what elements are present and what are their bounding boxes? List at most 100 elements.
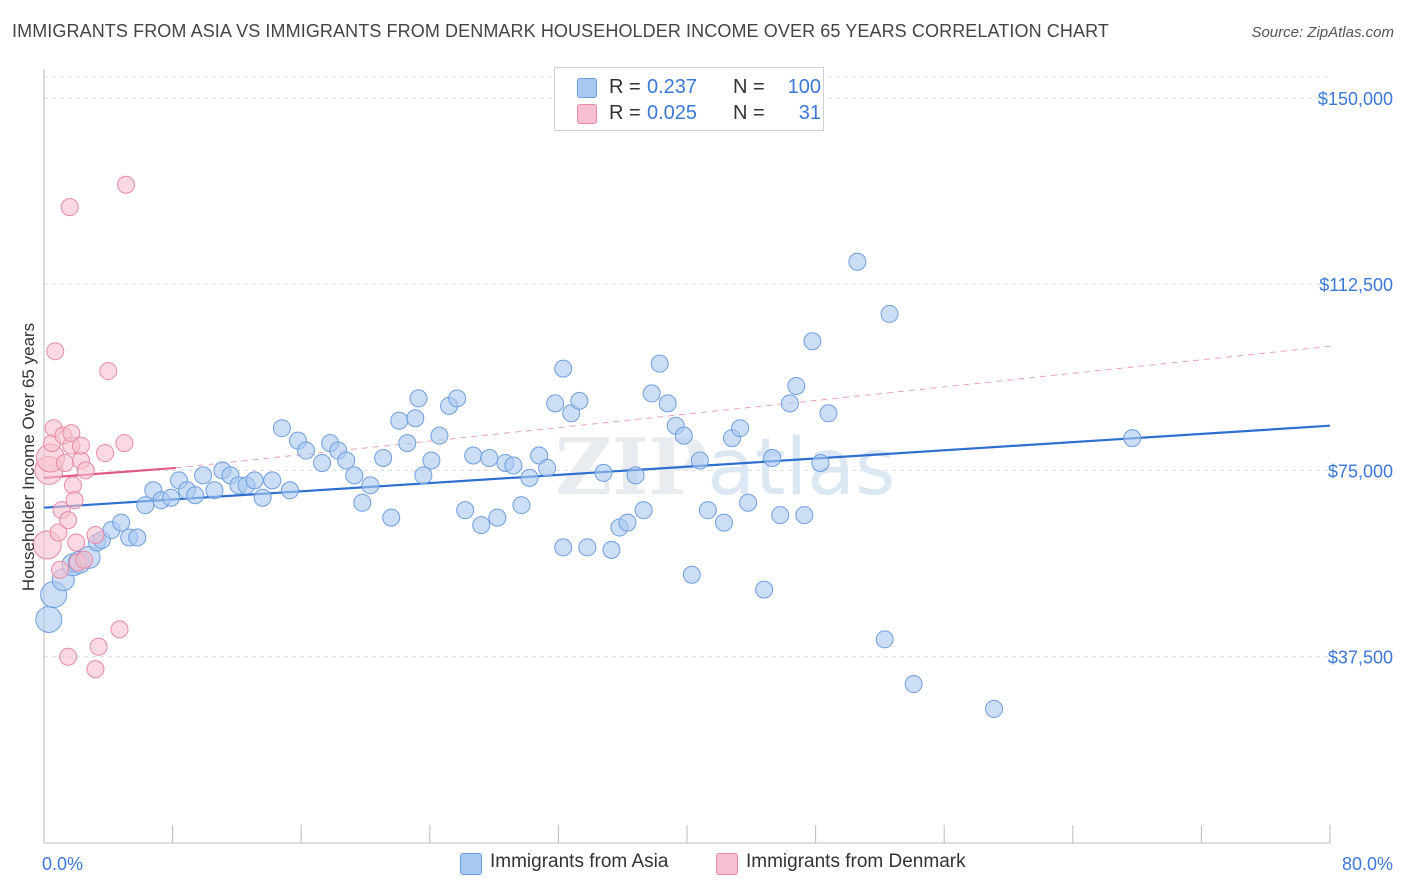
data-point [59, 511, 78, 530]
data-point [67, 533, 86, 552]
data-point [1123, 429, 1142, 448]
data-point [456, 501, 475, 520]
legend-r-value: 0.025 [647, 102, 698, 124]
data-point [819, 404, 838, 423]
data-point [554, 359, 573, 378]
data-point [112, 513, 131, 532]
data-point [136, 496, 155, 515]
y-tick-label: $150,000 [1318, 89, 1393, 109]
data-point [46, 342, 65, 361]
data-point [414, 466, 433, 485]
data-point [422, 451, 441, 470]
data-point [658, 394, 677, 413]
data-points [32, 175, 1142, 718]
data-point [763, 449, 782, 467]
legend-swatch-asia [577, 78, 597, 98]
data-point [89, 637, 108, 656]
data-point [337, 451, 356, 470]
data-point [59, 647, 78, 666]
chart-title: IMMIGRANTS FROM ASIA VS IMMIGRANTS FROM … [12, 21, 1109, 41]
data-point [626, 466, 645, 485]
data-point [272, 419, 291, 438]
data-point [520, 468, 539, 487]
y-tick-label: $75,000 [1328, 461, 1393, 481]
data-point [361, 476, 380, 495]
data-point [86, 526, 105, 544]
data-point [650, 354, 669, 373]
data-point [430, 426, 449, 445]
data-point [63, 476, 82, 495]
data-point [55, 453, 74, 472]
data-point [406, 409, 425, 428]
data-point [390, 411, 409, 430]
data-point [880, 304, 899, 323]
data-point [115, 434, 134, 453]
data-point [76, 461, 95, 480]
data-point [99, 362, 118, 381]
data-point [398, 434, 417, 453]
data-point [512, 496, 531, 515]
data-point [698, 501, 717, 520]
x-tick-label: 80.0% [1342, 854, 1393, 874]
data-point [904, 675, 923, 694]
legend-r-label: R = [609, 76, 641, 98]
data-point [803, 332, 822, 351]
tick-labels: $37,500 $75,000 $112,500 $150,000 0.0% 80.0% [42, 89, 1393, 874]
data-point [546, 394, 565, 413]
data-point [161, 488, 180, 507]
data-point [374, 449, 393, 467]
data-point [353, 493, 372, 512]
data-point [795, 506, 814, 525]
legend-n-value: 31 [798, 102, 821, 124]
data-point [682, 565, 701, 584]
data-point [875, 630, 894, 649]
data-point [848, 252, 867, 271]
data-point [690, 451, 709, 470]
data-point [313, 453, 332, 472]
data-point [985, 699, 1004, 718]
data-point [116, 175, 135, 194]
data-point [280, 481, 299, 500]
data-point [554, 538, 573, 557]
data-point [110, 620, 129, 639]
data-point [780, 394, 799, 413]
data-point [771, 506, 790, 525]
legend-n-label: N = [733, 102, 765, 124]
legend-n-label: N = [733, 76, 765, 98]
legend-r-label: R = [609, 102, 641, 124]
data-point [480, 449, 499, 467]
data-point [49, 523, 68, 542]
x-tick-label: 0.0% [42, 854, 83, 874]
y-tick-label: $112,500 [1319, 275, 1393, 295]
data-point [811, 453, 830, 472]
data-point [642, 384, 661, 403]
data-point [755, 580, 774, 599]
data-point [731, 419, 750, 438]
y-tick-label: $37,500 [1328, 648, 1393, 668]
data-point [382, 508, 401, 527]
data-point [128, 528, 147, 547]
data-point [263, 471, 282, 490]
legend-n-value: 100 [787, 76, 821, 98]
data-point [253, 488, 272, 507]
data-point [71, 436, 90, 455]
data-point [245, 471, 264, 490]
data-point [35, 605, 63, 633]
data-point [739, 493, 758, 512]
data-point [186, 486, 205, 505]
data-point [62, 424, 81, 443]
data-point [472, 516, 491, 535]
data-point [205, 481, 224, 500]
data-point [634, 501, 653, 520]
data-point [578, 538, 597, 557]
data-point [570, 391, 589, 410]
data-point [674, 426, 693, 445]
series-swatch-asia [460, 853, 482, 875]
data-point [86, 660, 105, 679]
y-axis-label: Householder Income Over 65 years [19, 323, 38, 591]
data-point [448, 389, 467, 408]
data-point [714, 513, 733, 532]
legend-swatch-denmark [577, 104, 597, 124]
data-point [65, 491, 84, 510]
